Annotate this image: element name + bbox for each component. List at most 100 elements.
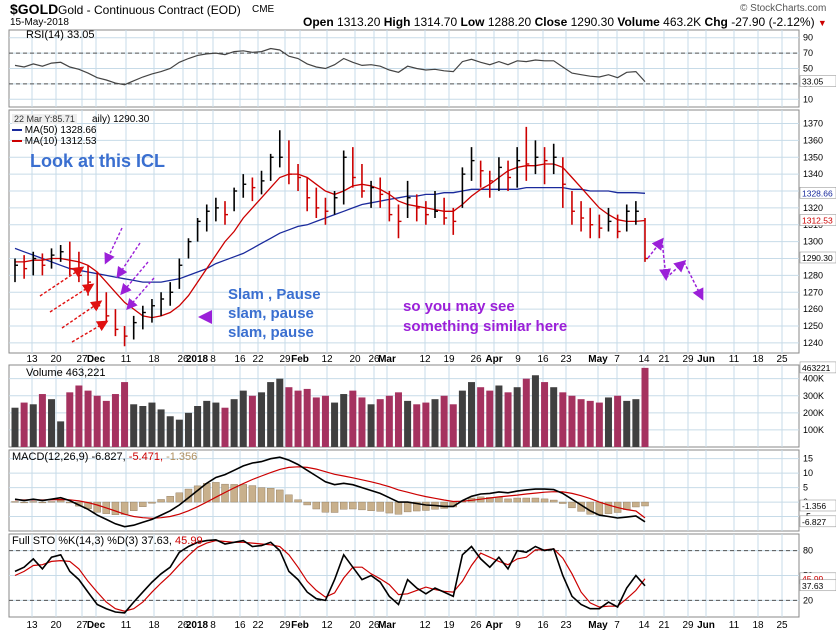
x-tick-label-bottom: 11 bbox=[729, 620, 740, 631]
rsi-current-flag-box bbox=[799, 75, 836, 87]
down-arrow-icon: ▼ bbox=[817, 18, 827, 28]
x-tick-label-top: Mar bbox=[378, 354, 396, 365]
volume-bar bbox=[541, 382, 549, 447]
macd-flag: -6.827 bbox=[802, 517, 826, 527]
purple-pointer-icon bbox=[198, 310, 212, 324]
y-tick-price-5: 1320 bbox=[803, 203, 823, 213]
volume-bar bbox=[111, 394, 119, 447]
macd-hist-bar bbox=[339, 501, 348, 510]
volume-bar bbox=[394, 392, 402, 447]
volume-bar bbox=[29, 404, 37, 447]
volume-flag: 463221 bbox=[802, 363, 831, 373]
open-label: Open bbox=[303, 15, 334, 29]
volume-bar bbox=[331, 402, 339, 447]
instrument-name: Gold - Continuous Contract (EOD) bbox=[58, 3, 241, 17]
volume-bar bbox=[194, 406, 202, 447]
volume-value: 463.2K bbox=[663, 15, 702, 29]
macd-hist-bar bbox=[604, 501, 613, 514]
volume-bar bbox=[230, 399, 238, 447]
x-tick-label-top: 26 bbox=[470, 354, 482, 365]
volume-bar bbox=[431, 399, 439, 447]
macd-hist-bar bbox=[38, 501, 47, 504]
volume-bar bbox=[604, 397, 612, 447]
x-tick-label-top: 16 bbox=[234, 354, 246, 365]
volume-bar bbox=[239, 390, 247, 447]
macd-hist-bar bbox=[422, 501, 430, 511]
close-label: Close bbox=[534, 15, 568, 29]
volume-label-text: Volume 463,221 bbox=[26, 367, 106, 379]
volume-bar bbox=[184, 412, 192, 447]
ma50-legend: MA(50) 1328.66 bbox=[12, 125, 97, 136]
exchange: CME bbox=[252, 4, 275, 15]
x-tick-label-bottom: 20 bbox=[349, 620, 361, 631]
macd-hist-bar bbox=[166, 496, 174, 503]
y-tick-rsi-1: 70 bbox=[803, 48, 813, 58]
sto-d-flag: 45.99 bbox=[802, 574, 824, 584]
macd-hist-bar bbox=[175, 492, 184, 503]
chg-value: -27.90 (-2.12%) bbox=[731, 15, 815, 29]
x-tick-label-top: Jun bbox=[697, 354, 715, 365]
macd-hist-bar bbox=[513, 497, 521, 503]
x-tick-label-bottom: Feb bbox=[291, 620, 309, 631]
macd-hist-bar bbox=[495, 496, 503, 503]
x-tick-label-bottom: 14 bbox=[638, 620, 650, 631]
x-tick-label-bottom: Dec bbox=[87, 620, 106, 631]
red-arrow-icon-1 bbox=[49, 283, 95, 313]
macd-hist-bar bbox=[358, 501, 366, 511]
macd-hist-bar bbox=[148, 501, 156, 504]
volume-bar bbox=[404, 400, 412, 447]
x-tick-label-bottom: 16 bbox=[234, 620, 246, 631]
volume-bar bbox=[93, 395, 101, 447]
watermark: © StockCharts.com bbox=[740, 3, 827, 14]
macd-hist-bar bbox=[632, 501, 640, 508]
macd-hist-bar bbox=[641, 501, 649, 507]
volume-bar bbox=[203, 400, 211, 447]
volume-bar bbox=[102, 400, 110, 447]
macd-hist-bar bbox=[394, 501, 403, 515]
high-label: High bbox=[383, 15, 411, 29]
volume-bar bbox=[367, 404, 375, 447]
ma10-series bbox=[15, 163, 646, 319]
y-tick-macd-2: 5 bbox=[803, 483, 808, 493]
macd-hist-bar bbox=[568, 501, 576, 509]
rsi-series bbox=[14, 47, 646, 86]
x-tick-label-bottom: 18 bbox=[752, 620, 764, 631]
sto-d-series bbox=[14, 539, 646, 612]
x-tick-label-bottom: 18 bbox=[148, 620, 160, 631]
volume-bar bbox=[513, 387, 521, 447]
y-tick-sto-0: 80 bbox=[803, 546, 813, 556]
macd-hist-bar bbox=[531, 497, 540, 503]
x-tick-label-bottom: Jun bbox=[697, 620, 715, 631]
volume-bar bbox=[358, 397, 366, 447]
macd-hist-bar bbox=[230, 484, 238, 503]
macd-hist-bar bbox=[212, 482, 220, 503]
y-tick-macd-1: 10 bbox=[803, 468, 813, 478]
macd-hist-bar bbox=[367, 501, 375, 511]
x-tick-label-bottom: 11 bbox=[121, 620, 132, 631]
x-tick-label-bottom: 12 bbox=[321, 620, 333, 631]
x-tick-label-bottom: 16 bbox=[537, 620, 549, 631]
macd-hist-bar bbox=[549, 499, 558, 503]
annotation-similar-2: something similar here bbox=[403, 318, 568, 335]
ma50-legend-text: MA(50) 1328.66 bbox=[24, 125, 97, 136]
x-tick-label-bottom: 7 bbox=[614, 620, 620, 631]
volume-bar bbox=[121, 382, 129, 447]
volume-bar bbox=[75, 385, 83, 447]
x-tick-label-bottom: 13 bbox=[26, 620, 38, 631]
y-tick-price-2: 1350 bbox=[803, 152, 823, 162]
sto-legend-d: 45.99 bbox=[175, 535, 203, 547]
macd-hist-bar bbox=[330, 501, 339, 513]
volume-bar bbox=[175, 419, 183, 447]
x-tick-label-bottom: 27 bbox=[76, 620, 88, 631]
x-tick-label-top: 11 bbox=[121, 354, 132, 365]
macd-hist-bar bbox=[29, 501, 37, 503]
x-tick-label-top: 8 bbox=[210, 354, 216, 365]
volume-bar bbox=[303, 388, 311, 447]
macd-legend: MACD(12,26,9) -6.827, -5.471, -1.356 bbox=[12, 451, 197, 463]
y-tick-vol-2: 200K bbox=[803, 408, 824, 418]
x-tick-label-top: 22 bbox=[252, 354, 264, 365]
macd-hist-bar bbox=[321, 501, 330, 513]
y-tick-price-3: 1340 bbox=[803, 169, 823, 179]
volume-bar bbox=[385, 395, 393, 447]
